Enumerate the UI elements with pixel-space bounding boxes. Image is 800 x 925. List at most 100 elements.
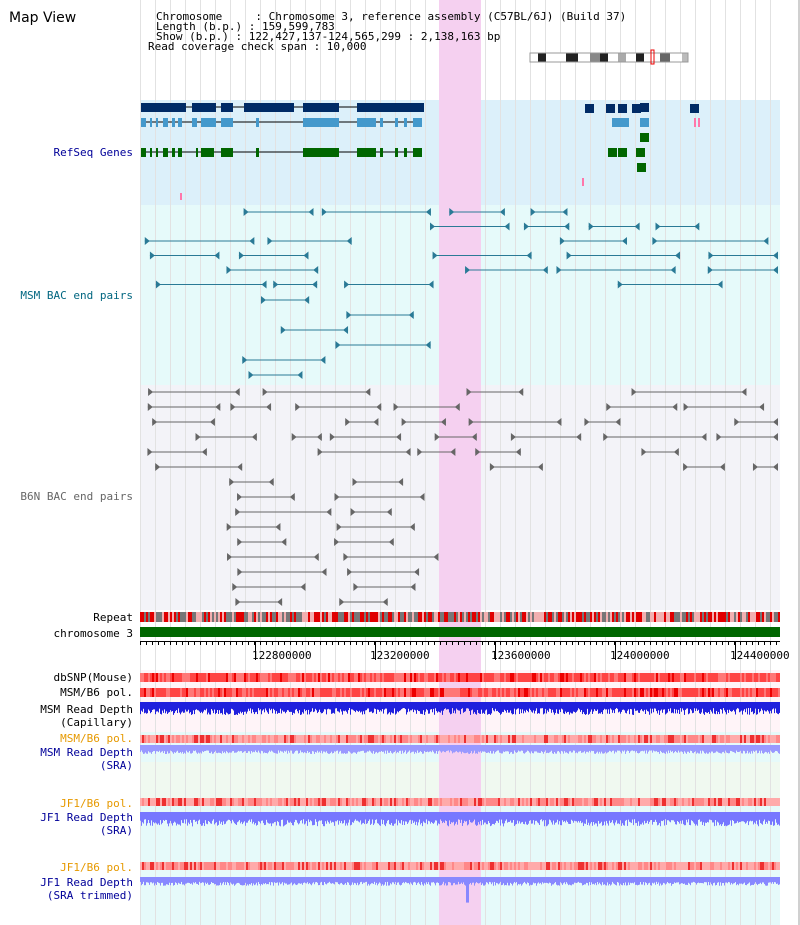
depth-bar — [626, 745, 627, 752]
depth-bar — [420, 877, 421, 886]
depth-bar — [378, 745, 379, 753]
depth-bar — [691, 812, 692, 821]
depth-bar — [592, 702, 593, 714]
depth-bar — [585, 877, 586, 885]
track-label-msm-b6-pol-2[interactable]: MSM/B6 pol. — [60, 732, 133, 745]
polymorphism-cell — [352, 688, 354, 697]
polymorphism-cell — [242, 735, 244, 743]
depth-bar — [420, 702, 421, 714]
depth-bar — [761, 702, 762, 709]
depth-bar — [581, 745, 582, 753]
depth-bar — [336, 702, 337, 709]
depth-bar — [452, 877, 453, 886]
depth-bar — [695, 812, 696, 826]
depth-bar — [679, 812, 680, 824]
repeat-segment — [582, 612, 584, 622]
polymorphism-cell — [306, 673, 308, 682]
depth-bar — [759, 745, 760, 751]
bac-end-marker — [226, 523, 232, 531]
depth-bar — [757, 745, 758, 754]
polymorphism-cell — [264, 735, 266, 743]
depth-bar — [323, 812, 324, 827]
depth-bar — [289, 702, 290, 712]
track-label-msm-depth-cap[interactable]: MSM Read Depth — [40, 703, 133, 716]
depth-bar — [186, 702, 187, 712]
polymorphism-cell — [520, 688, 522, 697]
track-label-jf1-depth-sra-sub[interactable]: (SRA) — [99, 824, 133, 837]
depth-bar — [478, 877, 479, 884]
depth-bar — [273, 812, 274, 824]
track-label-repeat[interactable]: Repeat — [93, 611, 133, 624]
depth-bar — [467, 877, 468, 903]
bac-end-marker — [336, 523, 342, 531]
polymorphism-cell — [536, 798, 538, 806]
track-label-msm-depth-sra-sub[interactable]: (SRA) — [99, 759, 133, 772]
polymorphism-cell — [502, 735, 504, 743]
track-label-jf1-depth-trim[interactable]: JF1 Read Depth — [40, 876, 133, 889]
track-label-jf1-b6-pol[interactable]: JF1/B6 pol. — [60, 797, 133, 810]
track-label-refseq[interactable]: RefSeq Genes — [53, 146, 133, 159]
polymorphism-cell — [164, 798, 166, 806]
depth-bar — [185, 877, 186, 884]
depth-bar — [247, 745, 248, 753]
polymorphism-cell — [502, 862, 504, 870]
repeat-segment — [176, 612, 178, 622]
depth-bar — [566, 877, 567, 883]
depth-bar — [375, 702, 376, 710]
depth-bar — [349, 877, 350, 885]
depth-bar — [303, 702, 304, 714]
track-label-msm-b6-pol[interactable]: MSM/B6 pol. — [60, 686, 133, 699]
gene-exon — [395, 118, 398, 127]
polymorphism-cell — [208, 673, 210, 682]
track-label-chromosome[interactable]: chromosome 3 — [53, 627, 133, 640]
track-label-msm-bac[interactable]: MSM BAC end pairs — [20, 289, 133, 302]
depth-bar — [584, 877, 585, 885]
depth-bar — [660, 877, 661, 884]
bac-end-marker — [329, 433, 335, 441]
depth-bar — [413, 877, 414, 883]
depth-bar — [191, 702, 192, 715]
track-label-jf1-b6-pol-2[interactable]: JF1/B6 pol. — [60, 861, 133, 874]
depth-bar — [572, 745, 573, 753]
polymorphism-cell — [554, 688, 556, 697]
repeat-segment — [268, 612, 270, 622]
polymorphism-cell — [244, 798, 246, 806]
track-label-dbsnp[interactable]: dbSNP(Mouse) — [53, 671, 133, 684]
depth-bar — [356, 745, 357, 754]
depth-bar — [275, 702, 276, 714]
polymorphism-cell — [762, 688, 764, 697]
polymorphism-cell — [636, 862, 638, 870]
polymorphism-cell — [262, 862, 264, 870]
depth-bar — [183, 745, 184, 754]
polymorphism-cell — [382, 862, 384, 870]
depth-bar — [577, 877, 578, 883]
repeat-segment — [186, 612, 188, 622]
polymorphism-cell — [378, 688, 380, 697]
depth-bar — [537, 702, 538, 714]
chromosome-ideogram-band — [546, 53, 566, 62]
depth-bar — [412, 877, 413, 886]
depth-bar — [745, 877, 746, 886]
track-label-jf1-depth-trim-sub[interactable]: (SRA trimmed) — [46, 889, 133, 902]
depth-bar — [543, 877, 544, 884]
depth-bar — [280, 745, 281, 751]
gene-exon — [690, 104, 699, 113]
repeat-segment — [428, 612, 430, 622]
depth-bar — [208, 877, 209, 885]
track-label-msm-depth-sra[interactable]: MSM Read Depth — [40, 746, 133, 759]
track-label-b6n-bac[interactable]: B6N BAC end pairs — [20, 490, 133, 503]
track-label-msm-depth-cap-sub[interactable]: (Capillary) — [60, 716, 133, 729]
polymorphism-cell — [250, 862, 252, 870]
depth-bar — [449, 877, 450, 883]
depth-bar — [671, 877, 672, 886]
polymorphism-cell — [562, 688, 564, 697]
depth-bar — [727, 877, 728, 884]
polymorphism-cell — [204, 673, 206, 682]
polymorphism-cell — [432, 673, 434, 682]
polymorphism-cell — [420, 862, 422, 870]
polymorphism-cell — [264, 688, 266, 697]
bac-end-marker — [353, 583, 359, 591]
depth-bar — [579, 812, 580, 823]
track-label-jf1-depth-sra[interactable]: JF1 Read Depth — [40, 811, 133, 824]
